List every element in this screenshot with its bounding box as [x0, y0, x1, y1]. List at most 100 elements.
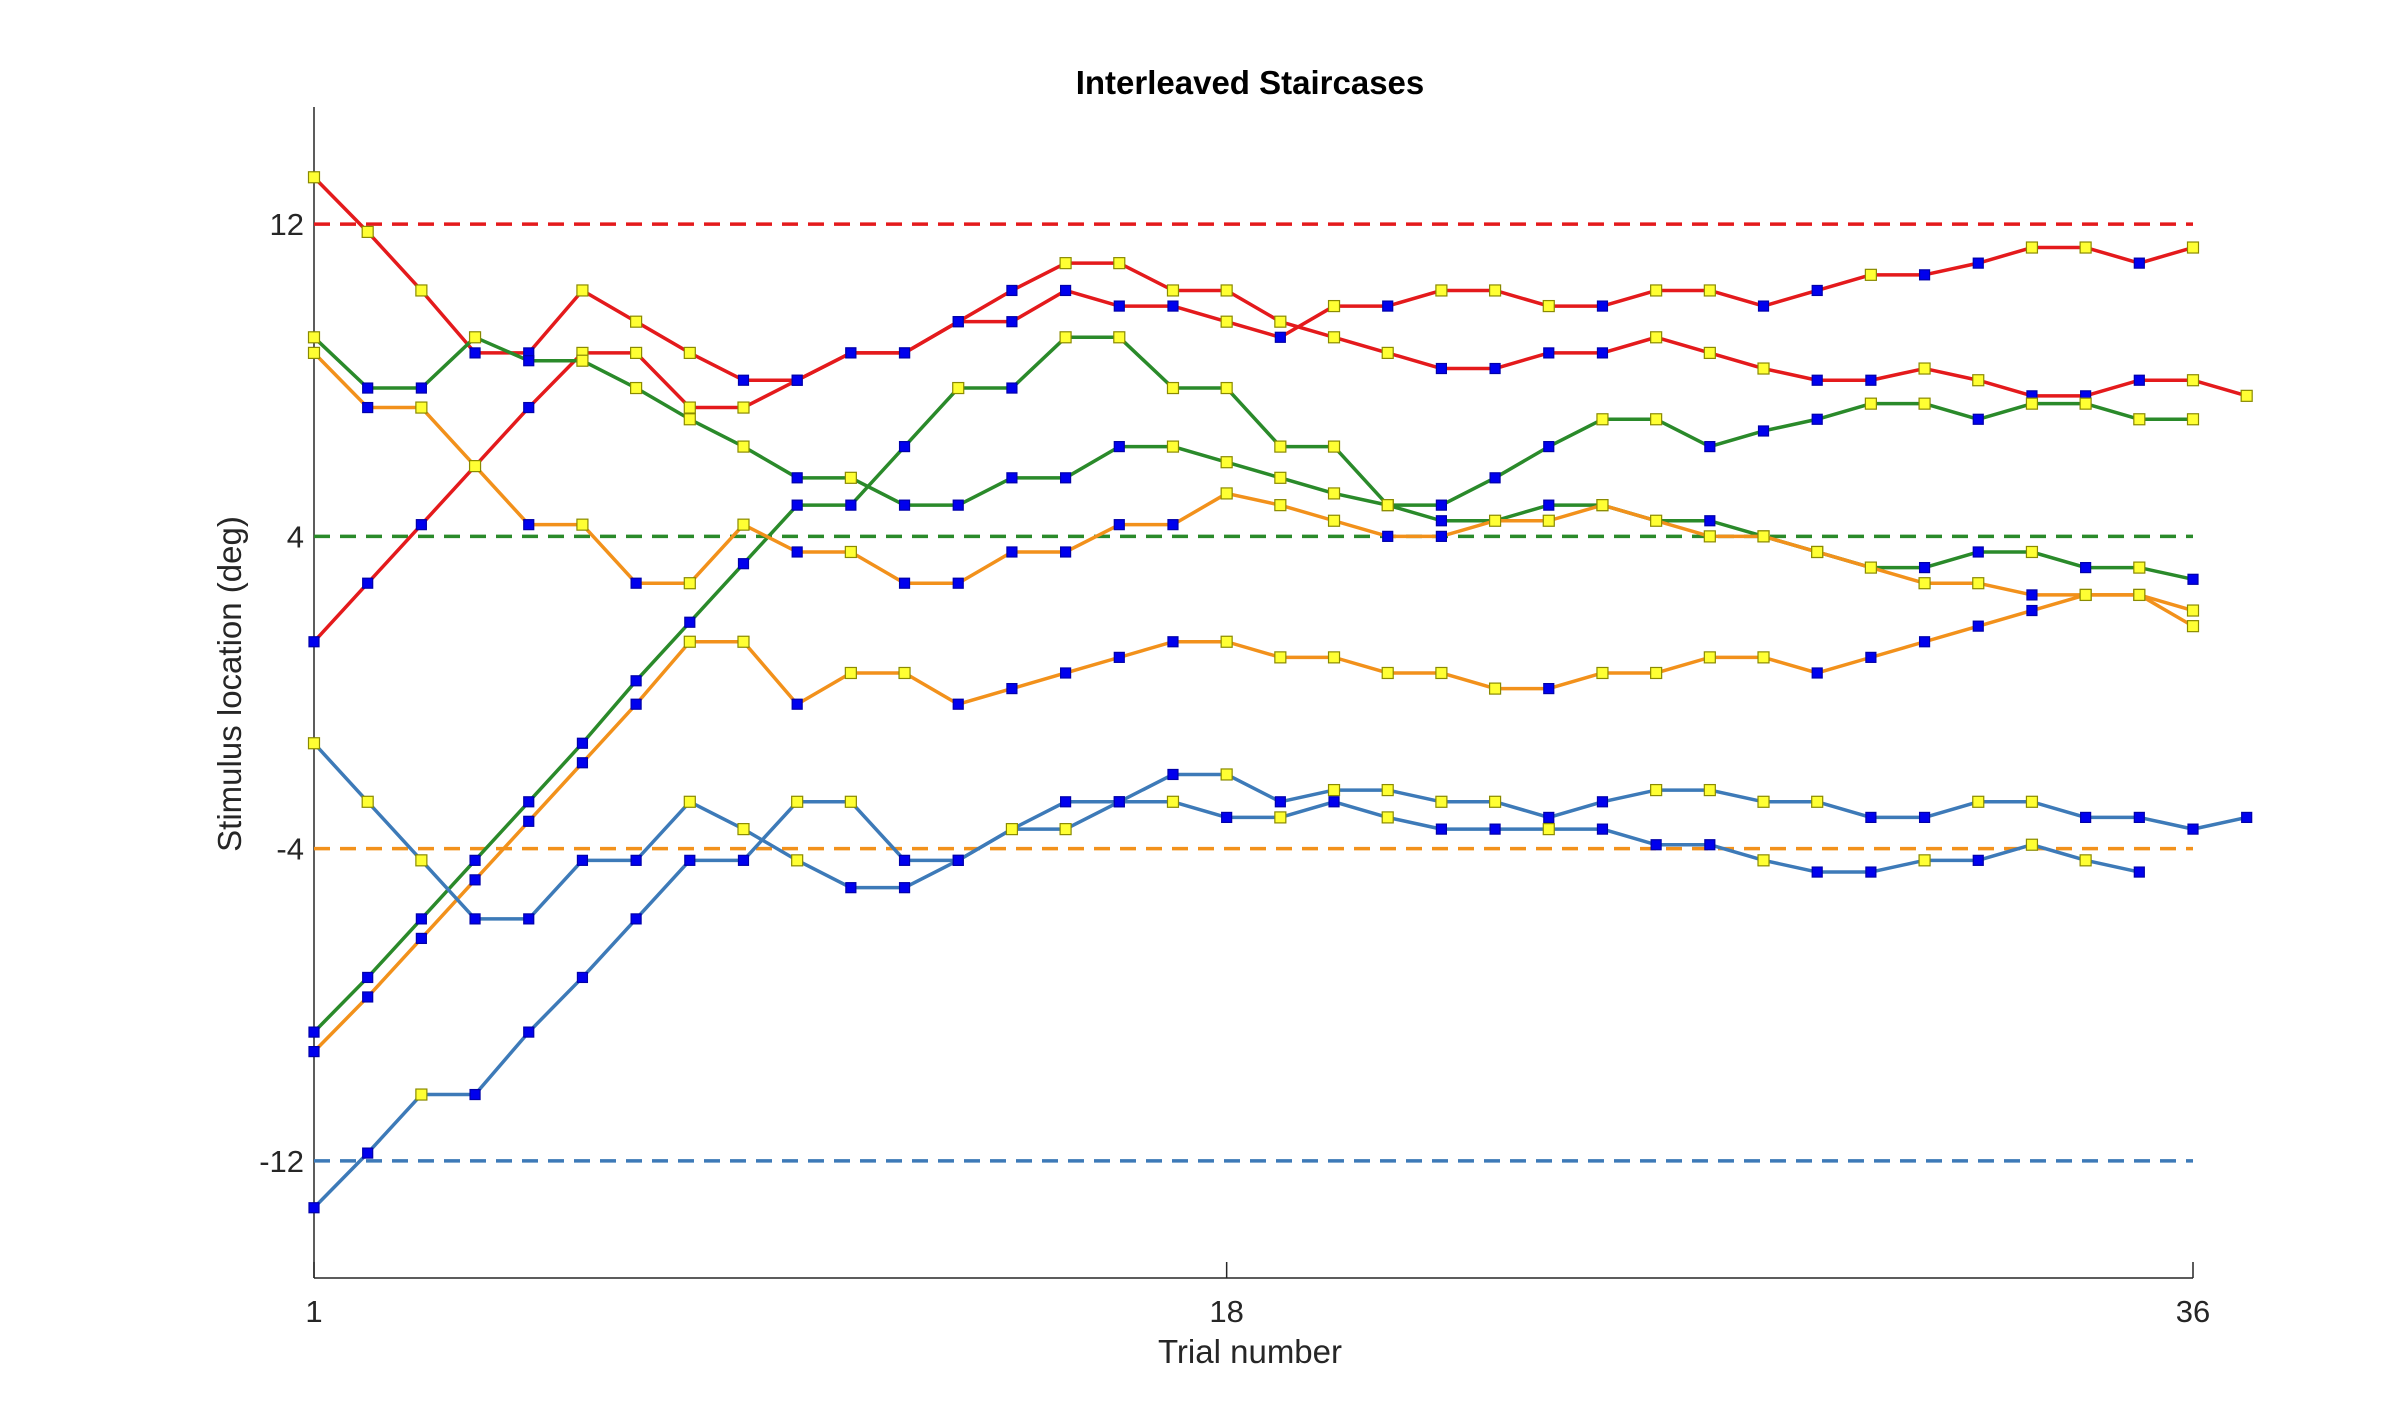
data-point-marker-yellow: [630, 381, 643, 395]
data-point-marker-yellow: [1381, 346, 1394, 360]
data-point-marker-blue: [898, 577, 911, 589]
data-point-marker-yellow: [1327, 440, 1341, 453]
data-point-marker-yellow: [1488, 682, 1502, 695]
data-point-marker-blue: [2133, 257, 2145, 269]
data-point-marker-yellow: [1703, 284, 1716, 297]
data-point-marker-yellow: [415, 401, 428, 414]
data-point-marker-yellow: [683, 413, 696, 426]
data-point-marker-yellow: [1650, 284, 1663, 297]
data-point-marker-blue: [845, 882, 857, 894]
data-point-marker-yellow: [1972, 795, 1985, 808]
data-point-marker-yellow: [2186, 374, 2200, 387]
data-point-marker-yellow: [1059, 823, 1072, 836]
data-point-marker-yellow: [683, 795, 696, 808]
data-point-marker-blue: [952, 577, 964, 589]
data-point-marker-yellow: [1596, 499, 1609, 512]
series-line-green-1: [312, 335, 2194, 582]
data-point-marker-blue: [523, 913, 535, 925]
x-tick-label: 36: [2176, 1294, 2210, 1329]
data-point-marker-yellow: [1220, 315, 1233, 328]
data-point-marker-yellow: [1596, 413, 1609, 426]
data-point-marker-yellow: [1327, 299, 1341, 313]
data-point-marker-blue: [469, 874, 481, 886]
data-point-marker-yellow: [791, 854, 804, 867]
y-tick-label: 12: [270, 207, 304, 242]
data-point-marker-blue: [791, 546, 803, 558]
data-point-marker-blue: [630, 675, 642, 687]
data-point-marker-blue: [791, 374, 803, 386]
data-point-marker-blue: [1596, 300, 1609, 312]
data-point-marker-blue: [523, 1026, 535, 1038]
data-point-marker-yellow: [2240, 389, 2253, 402]
data-point-marker-blue: [1059, 284, 1072, 297]
data-point-marker-yellow: [1488, 284, 1502, 297]
data-point-marker-blue: [1006, 316, 1018, 328]
data-point-marker-blue: [898, 499, 911, 511]
data-point-marker-yellow: [1918, 397, 1931, 410]
data-point-marker-yellow: [898, 666, 911, 680]
data-point-marker-blue: [415, 932, 427, 945]
data-point-marker-blue: [1757, 425, 1770, 437]
data-point-marker-blue: [630, 698, 642, 710]
data-point-marker-yellow: [1864, 397, 1877, 410]
data-point-marker-yellow: [1703, 651, 1716, 664]
data-point-marker-blue: [523, 519, 535, 531]
data-point-marker-blue: [1543, 811, 1555, 824]
data-point-marker-yellow: [307, 346, 321, 360]
data-point-marker-yellow: [1757, 362, 1770, 375]
y-tick-label: -4: [276, 832, 304, 867]
data-point-marker-yellow: [1274, 651, 1287, 664]
data-series: [307, 171, 2253, 1214]
tick-labels: 1 18 36 -12 -4 4 12: [259, 207, 2210, 1329]
data-point-marker-yellow: [1435, 284, 1448, 297]
data-point-marker-blue: [1972, 413, 1984, 425]
series-line-red-2: [312, 245, 2194, 643]
data-point-marker-blue: [1865, 866, 1877, 878]
data-point-marker-yellow: [576, 354, 589, 367]
data-point-marker-yellow: [468, 460, 482, 473]
data-point-marker-blue: [1543, 499, 1555, 511]
data-point-marker-blue: [791, 472, 803, 484]
data-point-marker-yellow: [791, 795, 804, 808]
series-line-orange-1: [312, 351, 2194, 613]
data-point-marker-blue: [1918, 811, 1931, 824]
data-point-marker-blue: [2080, 811, 2092, 824]
data-point-marker-blue: [523, 355, 535, 367]
data-point-marker-yellow: [1488, 795, 1502, 808]
data-point-marker-blue: [308, 1026, 320, 1038]
data-point-marker-blue: [1167, 636, 1179, 648]
data-point-marker-yellow: [307, 331, 321, 344]
data-point-marker-blue: [1865, 374, 1877, 386]
data-point-marker-yellow: [361, 225, 374, 239]
data-point-marker-yellow: [1972, 577, 1985, 590]
data-point-marker-blue: [1113, 300, 1125, 312]
data-point-marker-blue: [1489, 362, 1501, 375]
y-tick-label: 4: [287, 519, 304, 554]
data-point-marker-yellow: [1918, 854, 1931, 867]
data-point-marker-yellow: [1113, 331, 1126, 344]
data-point-marker-yellow: [2025, 838, 2039, 851]
data-point-marker-yellow: [361, 795, 374, 808]
data-point-marker-yellow: [844, 545, 857, 559]
data-point-marker-blue: [630, 913, 642, 925]
series-green-2: [308, 331, 2200, 1038]
data-point-marker-blue: [737, 374, 750, 386]
data-point-marker-yellow: [2025, 795, 2039, 808]
data-point-marker-blue: [1059, 472, 1072, 484]
data-point-marker-blue: [1650, 839, 1662, 851]
data-point-marker-yellow: [2133, 413, 2146, 426]
series-blue-1: [307, 737, 2253, 925]
data-point-marker-blue: [1972, 620, 1984, 632]
y-tick-label: -12: [259, 1144, 304, 1179]
data-point-marker-yellow: [1327, 783, 1341, 797]
data-point-marker-yellow: [1650, 331, 1663, 344]
data-point-marker-yellow: [1327, 487, 1341, 500]
data-point-marker-blue: [1811, 374, 1823, 386]
data-point-marker-blue: [1865, 811, 1877, 824]
data-point-marker-yellow: [737, 440, 750, 453]
data-point-marker-yellow: [1811, 545, 1824, 559]
data-point-marker-yellow: [1650, 666, 1663, 680]
data-point-marker-blue: [952, 698, 964, 710]
data-point-marker-yellow: [1972, 374, 1985, 387]
